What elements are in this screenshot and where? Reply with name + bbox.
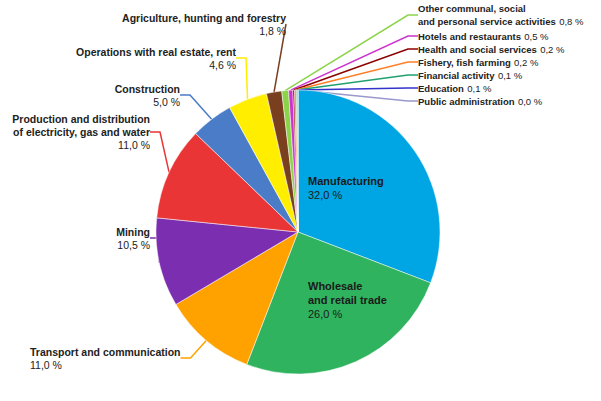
svg-text:0,5 %: 0,5 % bbox=[524, 31, 549, 42]
svg-text:0,1 %: 0,1 % bbox=[498, 70, 523, 81]
svg-text:0,8 %: 0,8 % bbox=[559, 16, 584, 27]
svg-text:0,2 %: 0,2 % bbox=[540, 44, 565, 55]
svg-text:0,2 %: 0,2 % bbox=[514, 57, 539, 68]
svg-text:Transport and communication: Transport and communication bbox=[30, 346, 181, 358]
svg-text:5,0 %: 5,0 % bbox=[153, 96, 180, 108]
svg-text:26,0 %: 26,0 % bbox=[308, 308, 342, 320]
svg-text:Fishery, fish farming: Fishery, fish farming bbox=[418, 57, 511, 68]
svg-text:Health and social services: Health and social services bbox=[418, 44, 537, 55]
svg-text:0,0 %: 0,0 % bbox=[518, 96, 543, 107]
svg-text:Mining: Mining bbox=[116, 226, 150, 238]
svg-text:Education: Education bbox=[418, 83, 464, 94]
svg-text:and retail trade: and retail trade bbox=[308, 294, 387, 306]
svg-text:11,0 %: 11,0 % bbox=[118, 139, 150, 151]
svg-text:and personal service activitie: and personal service activities bbox=[418, 16, 556, 27]
svg-text:1,8 %: 1,8 % bbox=[259, 25, 286, 37]
svg-text:Financial activity: Financial activity bbox=[418, 70, 495, 81]
svg-text:Construction: Construction bbox=[115, 83, 180, 95]
svg-text:4,6 %: 4,6 % bbox=[209, 59, 236, 71]
svg-text:Agriculture, hunting and fores: Agriculture, hunting and forestry bbox=[122, 12, 286, 24]
svg-text:Operations with real estate, r: Operations with real estate, rent bbox=[76, 46, 236, 58]
svg-text:of electricity, gas and water: of electricity, gas and water bbox=[13, 126, 150, 138]
svg-text:Manufacturing: Manufacturing bbox=[308, 175, 384, 187]
svg-text:32,0 %: 32,0 % bbox=[308, 189, 342, 201]
svg-text:Public administration: Public administration bbox=[418, 96, 515, 107]
svg-text:0,1 %: 0,1 % bbox=[467, 83, 492, 94]
svg-text:Production and distribution: Production and distribution bbox=[12, 113, 150, 125]
svg-text:11,0 %: 11,0 % bbox=[30, 359, 62, 371]
svg-text:10,5 %: 10,5 % bbox=[117, 239, 150, 251]
svg-text:Hotels and restaurants: Hotels and restaurants bbox=[418, 31, 521, 42]
svg-text:Wholesale: Wholesale bbox=[308, 280, 362, 292]
svg-text:Other communal, social: Other communal, social bbox=[418, 3, 526, 14]
